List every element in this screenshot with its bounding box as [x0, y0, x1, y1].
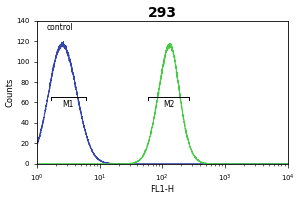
Title: 293: 293: [148, 6, 177, 20]
Text: M2: M2: [163, 100, 174, 109]
Y-axis label: Counts: Counts: [6, 78, 15, 107]
X-axis label: FL1-H: FL1-H: [150, 185, 174, 194]
Text: M1: M1: [63, 100, 74, 109]
Text: control: control: [46, 23, 73, 32]
